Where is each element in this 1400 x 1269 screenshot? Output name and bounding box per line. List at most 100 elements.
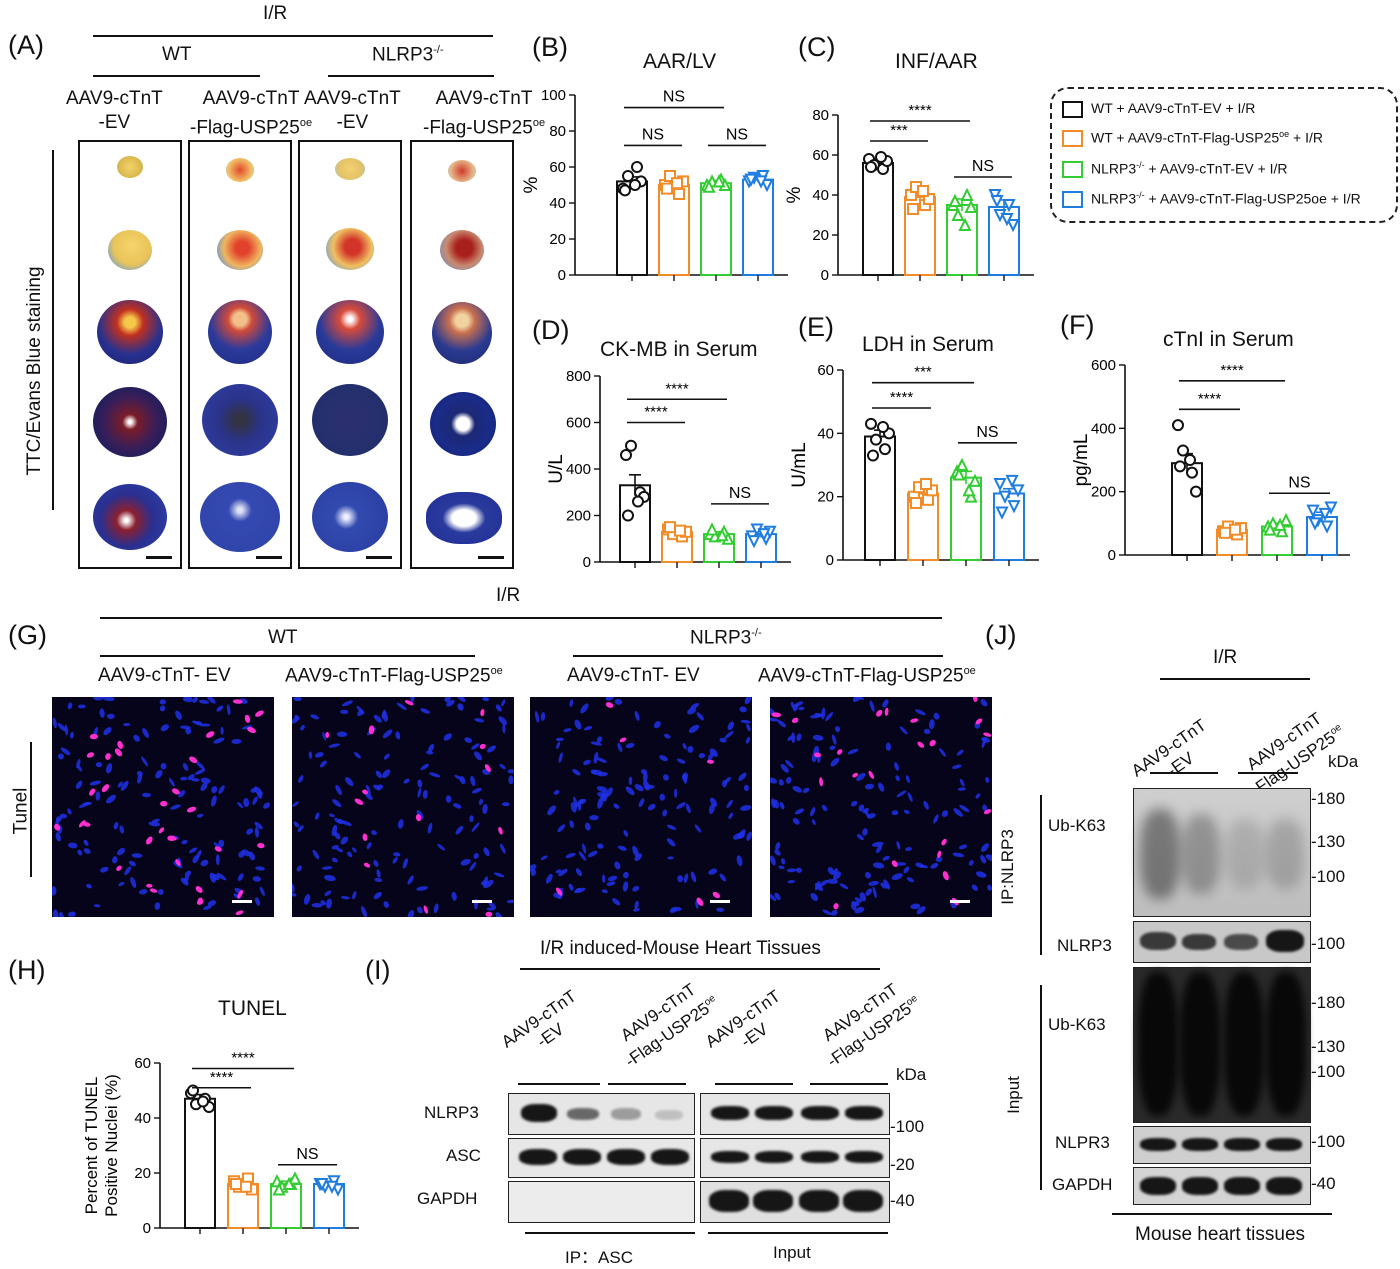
nucleus bbox=[565, 852, 576, 859]
nucleus bbox=[160, 724, 170, 732]
panel-d-label: (D) bbox=[532, 315, 570, 345]
bar bbox=[993, 492, 1025, 561]
tunel-positive-nucleus bbox=[363, 862, 371, 868]
panel-j-ip-label: IP:NLRP3 bbox=[997, 829, 1017, 905]
significance-label: **** bbox=[908, 102, 932, 119]
nucleus bbox=[667, 856, 674, 860]
nucleus bbox=[501, 802, 510, 807]
data-point bbox=[288, 1171, 302, 1185]
data-point bbox=[865, 417, 877, 430]
nucleus bbox=[120, 780, 129, 791]
heart-slice bbox=[335, 158, 365, 180]
nucleus bbox=[382, 729, 393, 739]
nucleus bbox=[345, 777, 354, 787]
nucleus bbox=[583, 759, 591, 766]
nucleus bbox=[57, 753, 64, 760]
nucleus bbox=[308, 751, 313, 759]
nucleus bbox=[460, 858, 471, 866]
nucleus bbox=[130, 877, 137, 888]
chart-f: 0 200 400 600 pg/mL **** **** NS bbox=[1071, 357, 1350, 564]
nucleus bbox=[634, 853, 642, 862]
data-point bbox=[952, 467, 966, 481]
nucleus bbox=[540, 855, 548, 860]
y-tick-label: 40 bbox=[134, 1110, 151, 1127]
nucleus bbox=[727, 721, 735, 731]
nucleus bbox=[724, 730, 734, 739]
panel-j-kda: kDa bbox=[1328, 752, 1359, 771]
nucleus bbox=[739, 706, 747, 713]
nucleus bbox=[453, 803, 462, 809]
blot-input-gapdh bbox=[700, 1181, 890, 1223]
nucleus bbox=[975, 793, 981, 799]
nucleus bbox=[798, 706, 805, 711]
data-point bbox=[1324, 501, 1338, 515]
data-point bbox=[1000, 213, 1014, 227]
nucleus bbox=[218, 785, 225, 794]
panel-i-kda: kDa bbox=[896, 1065, 927, 1084]
nucleus bbox=[499, 763, 506, 770]
nucleus bbox=[323, 874, 336, 882]
nucleus bbox=[896, 790, 907, 798]
heart-slice bbox=[108, 230, 152, 270]
nucleus bbox=[632, 845, 639, 857]
panel-g-ir-line bbox=[100, 617, 942, 619]
nucleus bbox=[59, 911, 64, 917]
tunel-positive-nucleus bbox=[257, 843, 265, 849]
y-tick-label: 0 bbox=[143, 1220, 151, 1237]
data-point bbox=[620, 449, 632, 462]
nucleus bbox=[930, 863, 939, 869]
nucleus bbox=[151, 818, 160, 823]
nucleus bbox=[827, 867, 835, 876]
nucleus bbox=[198, 699, 210, 704]
nucleus bbox=[643, 780, 650, 791]
data-point bbox=[962, 483, 976, 497]
data-point bbox=[955, 457, 969, 471]
nucleus bbox=[859, 892, 867, 902]
nucleus bbox=[106, 794, 116, 804]
data-point bbox=[619, 184, 631, 197]
nucleus bbox=[55, 816, 62, 822]
blot-ip-nlrp3 bbox=[508, 1093, 695, 1135]
nucleus bbox=[200, 777, 211, 784]
nucleus bbox=[457, 703, 464, 711]
nucleus bbox=[923, 800, 929, 810]
nucleus bbox=[903, 809, 910, 814]
data-point bbox=[705, 522, 719, 536]
y-tick-label: 400 bbox=[566, 461, 591, 478]
nucleus bbox=[825, 712, 834, 722]
data-point bbox=[1320, 520, 1334, 534]
panel-f-label: (F) bbox=[1060, 310, 1095, 340]
tunel-positive-nucleus bbox=[973, 697, 978, 702]
nucleus bbox=[952, 764, 962, 769]
nucleus bbox=[211, 873, 220, 881]
panel-a-nlrp3-line bbox=[328, 75, 494, 77]
tunel-positive-nucleus bbox=[235, 910, 244, 915]
nucleus bbox=[329, 813, 335, 818]
tunel-positive-nucleus bbox=[942, 871, 949, 881]
data-point bbox=[1184, 454, 1196, 466]
data-point bbox=[960, 187, 974, 201]
nucleus bbox=[534, 711, 540, 723]
nucleus bbox=[572, 769, 581, 776]
significance-label: **** bbox=[1198, 390, 1222, 407]
heart-slice bbox=[440, 230, 484, 270]
tunel-positive-nucleus bbox=[712, 891, 721, 899]
data-point bbox=[1011, 484, 1025, 498]
nucleus bbox=[664, 733, 671, 739]
nucleus bbox=[785, 759, 794, 768]
nucleus bbox=[86, 883, 92, 889]
legend-swatch bbox=[1062, 161, 1083, 179]
data-point bbox=[315, 1178, 329, 1192]
nucleus bbox=[662, 809, 668, 817]
nucleus bbox=[602, 874, 606, 883]
nucleus bbox=[382, 769, 391, 778]
tunel-positive-nucleus bbox=[876, 709, 883, 717]
nucleus bbox=[587, 850, 598, 858]
nucleus bbox=[640, 769, 648, 775]
nucleus bbox=[185, 727, 192, 735]
tunel-positive-nucleus bbox=[819, 777, 823, 787]
nucleus bbox=[100, 866, 109, 873]
nucleus bbox=[456, 697, 466, 702]
nucleus bbox=[340, 895, 350, 900]
nucleus bbox=[694, 824, 702, 833]
